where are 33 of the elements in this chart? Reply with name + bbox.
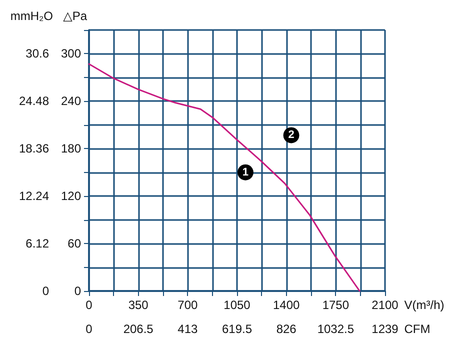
y2-axis-title: mmH₂O <box>10 9 53 23</box>
y-tick-label: 0 <box>74 284 82 298</box>
x-tick-label: 1050 <box>224 298 251 312</box>
x2-tick-label: 1032.5 <box>317 322 354 336</box>
x-axis-title: V(m³/h) <box>404 298 444 312</box>
annotation: 1 <box>242 166 249 178</box>
y2-tick-label: 30.6 <box>26 46 50 61</box>
y2-tick-label: 0 <box>42 284 50 298</box>
x-tick-label: 0 <box>86 298 93 312</box>
x-tick-label: 350 <box>128 298 149 312</box>
x2-tick-label: 1239 <box>372 322 399 336</box>
x-tick-label: 2100 <box>372 298 399 312</box>
y-tick-label: 120 <box>60 189 82 204</box>
y2-tick-label: 6.12 <box>26 236 50 251</box>
x2-tick-label: 413 <box>178 322 198 336</box>
x2-axis-title: CFM <box>404 322 430 336</box>
y2-tick-label: 12.24 <box>18 189 50 204</box>
y-tick-label: 240 <box>60 94 82 108</box>
y-axis-title: △Pa <box>63 9 88 23</box>
x-tick-label: 1750 <box>322 298 350 312</box>
x2-tick-label: 0 <box>86 322 93 336</box>
y-tick-label: 300 <box>60 46 82 61</box>
x2-tick-label: 206.5 <box>123 322 154 336</box>
x2-tick-label: 619.5 <box>222 322 252 336</box>
y2-tick-label: 24.48 <box>18 94 50 108</box>
x-tick-label: 700 <box>178 298 198 312</box>
annotation: 2 <box>288 129 294 142</box>
x-tick-label: 1400 <box>272 298 300 312</box>
line-series <box>88 63 360 292</box>
y-tick-label: 180 <box>60 142 82 156</box>
x2-tick-label: 826 <box>276 322 297 336</box>
y-tick-label: 60 <box>68 236 82 251</box>
y2-tick-label: 18.36 <box>18 142 50 156</box>
